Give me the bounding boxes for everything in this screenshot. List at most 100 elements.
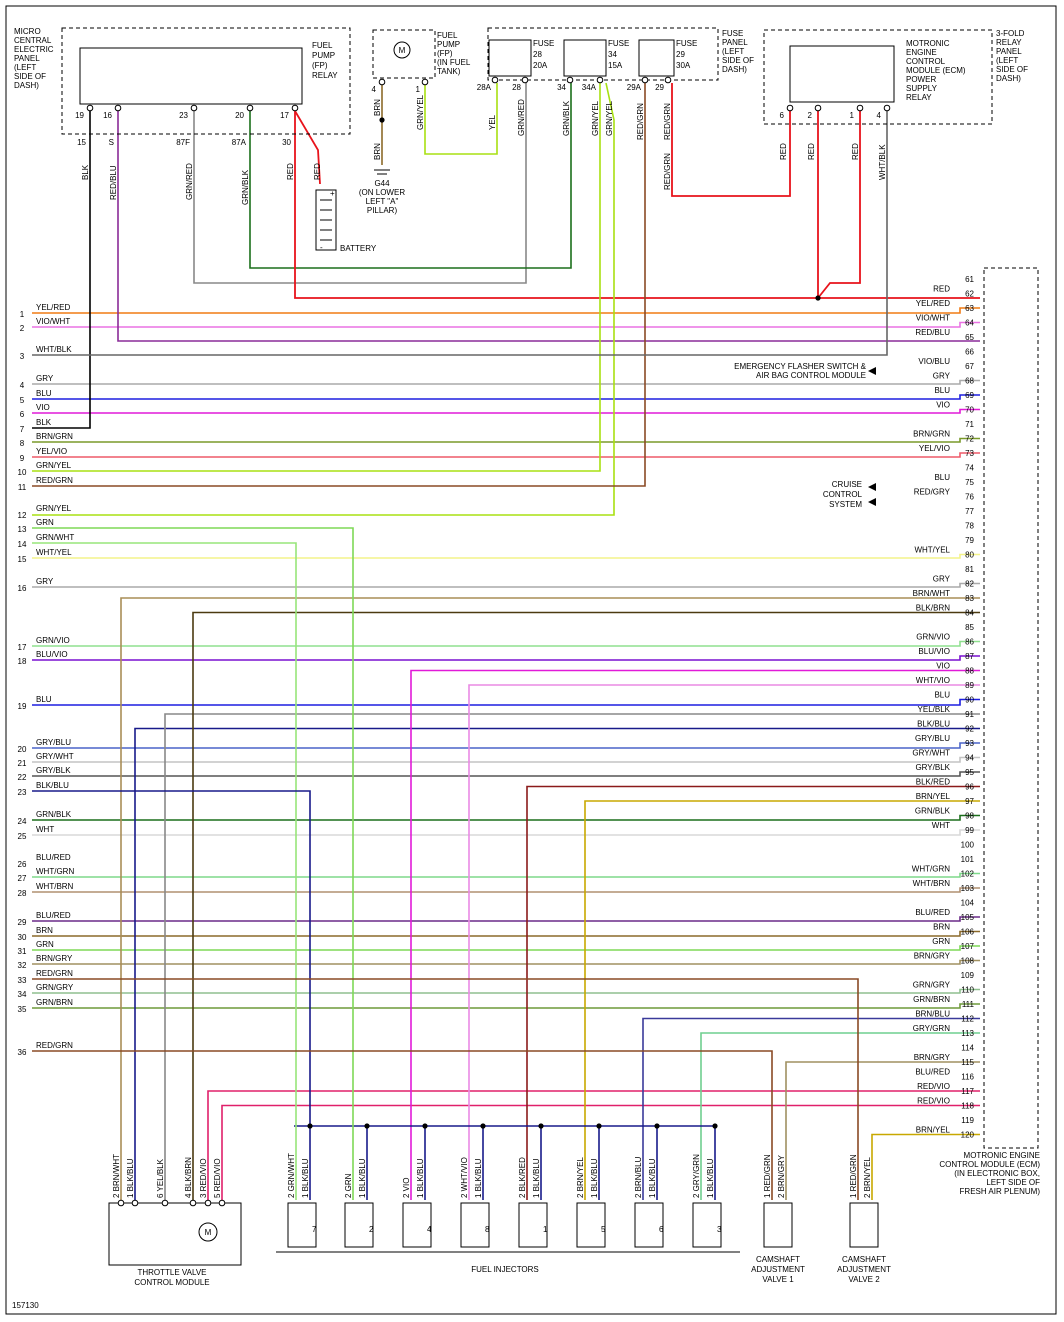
micro-central-panel — [61, 27, 351, 135]
injector-wire — [526, 785, 980, 1200]
flasher-label: EMERGENCY FLASHER SWITCH & — [734, 362, 867, 371]
ecm-pin-number: 93 — [965, 739, 974, 748]
wire-color-label: YEL — [488, 114, 497, 130]
injector-wire — [468, 684, 980, 1200]
fuse-label: FUSE — [533, 39, 554, 48]
injector-number: 7 — [312, 1225, 317, 1234]
component-layer — [61, 27, 1039, 1266]
fuse-label: 15A — [608, 61, 623, 70]
left-wire-color: GRN/GRY — [36, 983, 74, 992]
ecm-pin-number: 81 — [965, 565, 974, 574]
ecm-pin-number: 117 — [961, 1087, 974, 1096]
fp-relay-label: RELAY — [312, 71, 338, 80]
ecm-pin-number: 98 — [965, 812, 974, 821]
ecm-pin-number: 104 — [961, 899, 975, 908]
ecm-pin-number: 85 — [965, 623, 974, 632]
wire-color-label: RED/BLU — [109, 165, 118, 200]
injector-number: 8 — [485, 1225, 490, 1234]
fp-relay-label: PUMP — [312, 51, 335, 60]
fuel-pump-label: PUMP — [437, 40, 460, 49]
fuse-pin-number: 29A — [627, 83, 642, 92]
left-wire-color: GRN/VIO — [36, 636, 70, 645]
injector-icon — [344, 1202, 374, 1248]
injector-pin-label: 2 GRN — [344, 1173, 353, 1198]
ecm-pin-color: GRN/BRN — [913, 995, 950, 1004]
left-wire-number: 24 — [18, 817, 27, 826]
fp-relay-pin — [86, 104, 94, 112]
wire-pump — [424, 83, 498, 155]
injector-pin-label: 2 WHT/VIO — [460, 1157, 469, 1198]
left-wire-color: GRN — [36, 518, 54, 527]
left-wire-number: 6 — [20, 410, 25, 419]
ecm-pin-color: BRN/BLU — [915, 1010, 950, 1019]
ecm-pin-color: VIO — [936, 662, 950, 671]
fuse-label: FUSE — [608, 39, 629, 48]
fp-pin-term: 30 — [282, 138, 291, 147]
fuse-pin — [521, 76, 529, 84]
fuse-label: 28 — [533, 50, 542, 59]
ecm-pin-color: RED/VIO — [917, 1097, 950, 1106]
injector-pin-label: 1 BLK/BLU — [590, 1158, 599, 1198]
wire-color-label: GRN/RED — [517, 99, 526, 136]
harness-wire — [32, 742, 980, 749]
figure-id: 157130 — [12, 1301, 39, 1310]
wire-color-label: GRN/BLK — [562, 100, 571, 136]
left-wire-color: BRN/GRY — [36, 954, 73, 963]
harness-wire — [32, 553, 980, 559]
motor-icon — [198, 1222, 218, 1242]
injector-wire — [32, 527, 354, 1200]
relay-panel-label: PANEL — [996, 47, 1022, 56]
left-wire-number: 27 — [18, 874, 27, 883]
left-wire-color: WHT/BLK — [36, 345, 72, 354]
left-wire-color: WHT/GRN — [36, 867, 74, 876]
ecm-label: MOTRONIC ENGINE — [964, 1151, 1040, 1160]
left-wire-color: GRY — [36, 577, 54, 586]
left-wire-color: BLU/RED — [36, 853, 71, 862]
throttle-wire — [221, 1104, 980, 1200]
ecm-relay-label: ENGINE — [906, 48, 937, 57]
injector-icon — [287, 1202, 317, 1248]
battery-plus: + — [330, 189, 335, 198]
ecm-relay-label: POWER — [906, 75, 936, 84]
ecm-pin-color: BRN/WHT — [913, 589, 950, 598]
ecm-pin-number: 100 — [961, 841, 975, 850]
throttle-pin-label: 5 RED/VIO — [213, 1158, 222, 1198]
splice-dot — [480, 1123, 486, 1129]
fp-pin-term: 87A — [232, 138, 247, 147]
wire-color-label: RED — [286, 163, 295, 180]
ecm-pin-number: 106 — [961, 928, 975, 937]
throttle-pin — [131, 1199, 139, 1207]
ecm-pin-color: BLU/RED — [915, 1068, 950, 1077]
wire-fp — [32, 111, 91, 429]
ecm-pin-number: 63 — [965, 304, 974, 313]
fuse-panel-label: DASH) — [722, 65, 747, 74]
ecm-pin-number: 77 — [965, 507, 974, 516]
harness-wire — [32, 698, 980, 706]
camshaft-label: CAMSHAFT — [842, 1255, 886, 1264]
flasher-label: AIR BAG CONTROL MODULE — [756, 371, 866, 380]
relay-pin-number: 1 — [850, 111, 855, 120]
wire-color-label: RED — [313, 163, 322, 180]
injector-wire — [584, 800, 980, 1200]
ecm-pin-number: 62 — [965, 290, 974, 299]
left-wire-color: BLU/VIO — [36, 650, 68, 659]
left-wire-number: 31 — [18, 947, 27, 956]
injector-icon — [576, 1202, 606, 1248]
ecm-label: CONTROL MODULE (ECM) — [939, 1160, 1040, 1169]
harness-wire — [32, 771, 980, 777]
left-wire-color: GRN/WHT — [36, 533, 74, 542]
wire-fp — [249, 83, 572, 269]
arrow-icon — [868, 498, 876, 506]
ecm-pin-number: 73 — [965, 449, 974, 458]
ground-label: (ON LOWER — [359, 188, 405, 197]
splice-dot — [538, 1123, 544, 1129]
camshaft-label: ADJUSTMENT — [751, 1265, 805, 1274]
pump-pin-number: 1 — [416, 85, 421, 94]
fuse-panel-label: SIDE OF — [722, 56, 754, 65]
splice-dot — [307, 1123, 313, 1129]
wire-color-label: GRN/YEL — [591, 100, 600, 136]
harness-wire — [32, 582, 980, 588]
splice-dot — [422, 1123, 428, 1129]
camshaft-label: VALVE 1 — [762, 1275, 794, 1284]
motor-icon — [393, 41, 411, 59]
